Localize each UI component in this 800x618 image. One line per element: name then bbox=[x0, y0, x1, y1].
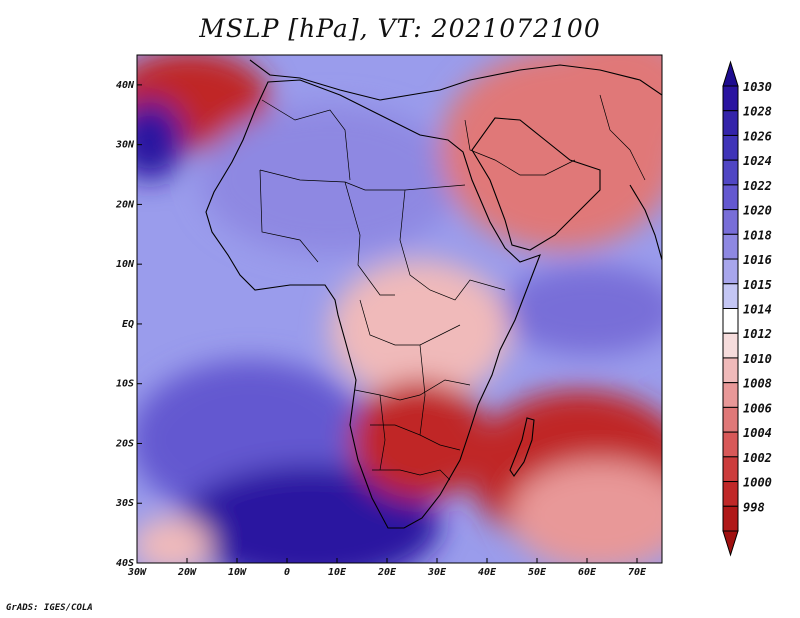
colorbar-swatch bbox=[722, 110, 739, 136]
colorbar-swatch bbox=[722, 481, 739, 507]
border bbox=[419, 344, 426, 436]
colorbar-label: 1028 bbox=[743, 105, 772, 119]
colorbar-label: 1014 bbox=[743, 303, 772, 317]
lat-tick-label: 40S bbox=[116, 558, 134, 569]
colorbar-label: 1008 bbox=[743, 377, 772, 391]
border bbox=[259, 169, 319, 263]
lon-tick-label: 20W bbox=[177, 567, 197, 578]
lon-tick-label: 10W bbox=[228, 567, 247, 578]
sahara-warm bbox=[200, 105, 460, 255]
lat-tick-label: 10S bbox=[116, 379, 134, 390]
arabian-trough bbox=[500, 265, 662, 355]
lon-tick-label: 40E bbox=[478, 567, 497, 578]
colorbar-swatch bbox=[722, 505, 739, 532]
colorbar-swatch bbox=[722, 184, 739, 211]
lon-tick-label: 10E bbox=[328, 567, 347, 578]
chart-title: MSLP [hPa], VT: 2021072100 bbox=[199, 14, 601, 43]
southern-africa-field bbox=[350, 380, 490, 500]
india-coastline bbox=[629, 184, 662, 261]
country-borders bbox=[259, 94, 646, 481]
colorbar-swatch bbox=[722, 357, 739, 384]
colorbar-label: 1022 bbox=[743, 179, 772, 193]
colorbar-swatch bbox=[722, 209, 739, 235]
colorbar-label: 1020 bbox=[743, 204, 772, 218]
border bbox=[259, 169, 466, 191]
madagascar-coastline bbox=[509, 417, 535, 477]
lat-tick-label: 40N bbox=[116, 80, 135, 91]
border bbox=[354, 379, 471, 401]
map-plot-area bbox=[137, 55, 662, 563]
lon-tick-label: 70E bbox=[628, 567, 647, 578]
africa-coastline bbox=[205, 79, 541, 529]
border bbox=[372, 469, 451, 481]
lat-tick-label: 20N bbox=[115, 199, 135, 210]
colorbar-top-arrow bbox=[722, 60, 739, 87]
border bbox=[261, 99, 351, 181]
colorbar-label: 1012 bbox=[743, 327, 772, 341]
border bbox=[379, 394, 386, 471]
border bbox=[399, 189, 506, 301]
azores-high bbox=[137, 100, 185, 180]
indian-ocean-high bbox=[510, 460, 662, 563]
colorbar-label: 1004 bbox=[743, 426, 772, 440]
colorbar-swatch bbox=[722, 134, 739, 161]
border bbox=[344, 181, 395, 296]
lon-tick-label: 30W bbox=[127, 567, 147, 578]
colorbar-label: 1000 bbox=[743, 476, 772, 490]
arabia-coastline bbox=[471, 117, 601, 251]
colorbar-swatch bbox=[722, 233, 739, 260]
colorbar-label: 1030 bbox=[743, 80, 772, 94]
asia-low bbox=[540, 55, 662, 170]
colorbar-swatch bbox=[722, 308, 739, 334]
lon-tick-label: 50E bbox=[528, 567, 547, 578]
colorbar-swatch bbox=[722, 283, 739, 309]
colorbar-label: 1016 bbox=[743, 253, 772, 267]
coastlines bbox=[205, 59, 662, 529]
colorbar-swatch bbox=[722, 456, 739, 483]
colorbar-label: 1024 bbox=[743, 154, 772, 168]
colorbar-label: 1010 bbox=[743, 352, 772, 366]
south-atlantic-high bbox=[180, 465, 440, 563]
colorbar-swatch bbox=[722, 406, 739, 433]
pressure-field bbox=[137, 55, 662, 563]
colorbar-label: 1018 bbox=[743, 228, 772, 242]
border bbox=[464, 119, 576, 176]
lon-tick-label: 60E bbox=[578, 567, 597, 578]
lat-tick-label: 30N bbox=[115, 140, 135, 151]
lat-tick-label: 10N bbox=[116, 259, 135, 270]
lon-tick-label: 0 bbox=[284, 567, 290, 578]
lon-tick-label: 20E bbox=[377, 567, 397, 578]
colorbar-swatch bbox=[722, 382, 739, 408]
latitude-axis: 40N 30N 20N 10N EQ 10S 20S 30S 40S bbox=[115, 80, 142, 569]
longitude-axis: 30W 20W 10W 0 10E 20E 30E 40E 50E 60E 70E bbox=[127, 558, 647, 578]
colorbar-swatch bbox=[722, 431, 739, 458]
colorbar-swatch bbox=[722, 258, 739, 285]
colorbar-label: 1015 bbox=[743, 278, 772, 292]
colorbar-swatch bbox=[722, 85, 739, 112]
southwest-low bbox=[137, 517, 212, 563]
colorbar-bottom-arrow bbox=[722, 530, 739, 557]
colorbar-swatch bbox=[722, 159, 739, 186]
colorbar-label: 1006 bbox=[743, 401, 772, 415]
colorbar-label: 998 bbox=[743, 500, 765, 514]
lon-tick-label: 30E bbox=[427, 567, 447, 578]
credit-label: GrADS: IGES/COLA bbox=[6, 603, 93, 613]
lat-tick-label: 30S bbox=[115, 498, 134, 509]
border bbox=[599, 94, 646, 181]
colorbar-label: 1026 bbox=[743, 129, 772, 143]
central-africa-field bbox=[330, 260, 510, 400]
map-frame bbox=[136, 54, 663, 564]
colorbar-label: 1002 bbox=[743, 451, 772, 465]
lat-tick-label: EQ bbox=[122, 319, 134, 330]
europe-coastline bbox=[249, 59, 662, 101]
border bbox=[359, 299, 461, 346]
colorbar: 1030 1028 1026 1024 1022 1020 1018 1016 1015 1014… bbox=[722, 60, 772, 557]
colorbar-swatch bbox=[722, 332, 739, 359]
lat-tick-label: 20S bbox=[115, 438, 134, 449]
